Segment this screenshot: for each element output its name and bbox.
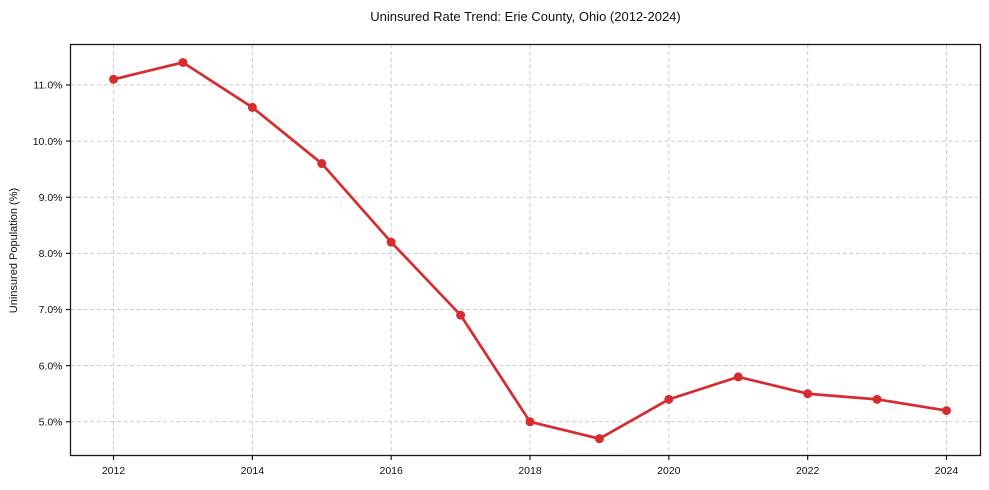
x-tick-label: 2012: [102, 465, 126, 477]
data-point-marker: [803, 389, 813, 399]
x-tick-label: 2024: [935, 465, 959, 477]
data-point-marker: [594, 434, 604, 444]
y-tick-label: 9.0%: [39, 192, 63, 204]
data-point-marker: [386, 237, 396, 247]
x-tick-label: 2014: [241, 465, 265, 477]
y-tick-label: 11.0%: [34, 80, 63, 92]
y-tick-label: 5.0%: [39, 417, 63, 429]
y-tick-label: 7.0%: [39, 304, 63, 316]
data-point-marker: [109, 74, 119, 84]
x-tick-label: 2020: [657, 465, 681, 477]
data-point-marker: [317, 159, 327, 169]
data-point-marker: [456, 310, 466, 320]
data-point-marker: [664, 394, 674, 404]
data-point-marker: [733, 372, 743, 382]
data-point-marker: [178, 57, 188, 67]
y-tick-label: 10.0%: [33, 136, 63, 148]
data-point-marker: [872, 394, 882, 404]
x-tick-label: 2022: [796, 465, 820, 477]
data-point-marker: [941, 406, 951, 416]
data-point-marker: [247, 102, 257, 112]
y-tick-label: 6.0%: [39, 360, 63, 372]
data-point-marker: [525, 417, 535, 427]
x-tick-label: 2016: [380, 465, 404, 477]
y-tick-label: 8.0%: [39, 248, 63, 260]
x-tick-label: 2018: [518, 465, 542, 477]
chart-title: Uninsured Rate Trend: Erie County, Ohio …: [370, 9, 681, 24]
plot-border: [69, 43, 982, 457]
